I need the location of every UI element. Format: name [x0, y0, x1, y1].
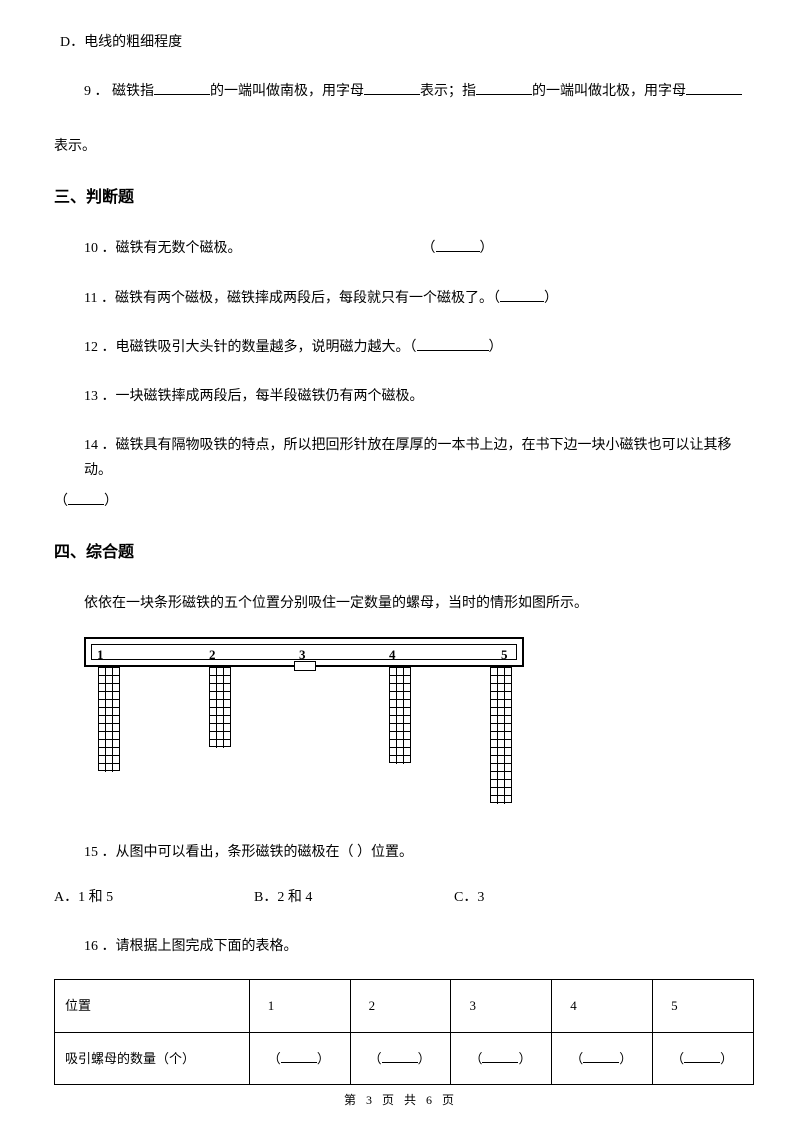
table-cell: 2 — [350, 980, 451, 1032]
q9-text-3: 表示；指 — [420, 84, 476, 99]
table-row: 位置 1 2 3 4 5 — [55, 980, 754, 1032]
page-footer: 第3页共6页 — [0, 1090, 800, 1112]
label-3: 3 — [299, 643, 306, 666]
section-3-title: 三、判断题 — [54, 184, 750, 213]
footer-text: 页 — [382, 1093, 396, 1107]
blank[interactable] — [436, 238, 480, 252]
label-1: 1 — [97, 643, 104, 666]
footer-text: 第 — [344, 1093, 358, 1107]
header-count: 吸引螺母的数量（个） — [55, 1032, 250, 1084]
nut-column-4 — [389, 667, 411, 763]
blank[interactable] — [364, 81, 420, 95]
nut-column-1 — [98, 667, 120, 771]
label-2: 2 — [209, 643, 216, 666]
q11-end: ） — [544, 291, 558, 306]
q9-cont: 表示。 — [54, 134, 750, 159]
blank[interactable] — [482, 1049, 518, 1063]
blank[interactable] — [154, 81, 210, 95]
blank[interactable] — [583, 1049, 619, 1063]
table-cell[interactable]: （） — [552, 1032, 653, 1084]
question-16: 16 ．请根据上图完成下面的表格。 — [84, 934, 750, 959]
blank[interactable] — [686, 81, 742, 95]
q9-text-4: 的一端叫做北极，用字母 — [532, 84, 686, 99]
q10-text: 10 ．磁铁有无数个磁极。 — [84, 241, 242, 256]
nut-column-5 — [490, 667, 512, 803]
header-position: 位置 — [55, 980, 250, 1032]
table-cell: 3 — [451, 980, 552, 1032]
blank[interactable] — [684, 1049, 720, 1063]
question-14: 14 ．磁铁具有隔物吸铁的特点，所以把回形针放在厚厚的一本书上边，在书下边一块小… — [84, 433, 750, 483]
table-cell[interactable]: （） — [249, 1032, 350, 1084]
q12-text: 12 ．电磁铁吸引大头针的数量越多，说明磁力越大。（ — [84, 340, 417, 355]
q9-text-1: 9 ． 磁铁指 — [84, 84, 154, 99]
blank[interactable] — [281, 1049, 317, 1063]
blank[interactable] — [476, 81, 532, 95]
option-b[interactable]: B．2 和 4 — [254, 885, 454, 910]
section-4-title: 四、综合题 — [54, 539, 750, 568]
table-cell[interactable]: （） — [350, 1032, 451, 1084]
option-a[interactable]: A．1 和 5 — [54, 885, 254, 910]
q9-text-2: 的一端叫做南极，用字母 — [210, 84, 364, 99]
question-12: 12 ．电磁铁吸引大头针的数量越多，说明磁力越大。（ ） — [84, 335, 750, 360]
q14-paren: （） — [54, 489, 750, 514]
blank[interactable] — [68, 491, 104, 505]
table-cell: 4 — [552, 980, 653, 1032]
footer-text: 共 — [404, 1093, 418, 1107]
paren-right: ） — [104, 494, 118, 509]
comprehensive-intro: 依依在一块条形磁铁的五个位置分别吸住一定数量的螺母，当时的情形如图所示。 — [84, 591, 750, 616]
table-cell: 1 — [249, 980, 350, 1032]
q13-text: 13 ．一块磁铁摔成两段后，每半段磁铁仍有两个磁极。 — [84, 389, 424, 404]
q14-text: 14 ．磁铁具有隔物吸铁的特点，所以把回形针放在厚厚的一本书上边，在书下边一块小… — [84, 438, 732, 478]
blank[interactable] — [382, 1049, 418, 1063]
answer-table: 位置 1 2 3 4 5 吸引螺母的数量（个） （） （） （） （） （） — [54, 979, 754, 1085]
table-cell[interactable]: （） — [451, 1032, 552, 1084]
q15-options: A．1 和 5 B．2 和 4 C．3 — [54, 885, 750, 910]
label-4: 4 — [389, 643, 396, 666]
question-11: 11 ．磁铁有两个磁极，磁铁摔成两段后，每段就只有一个磁极了。（ ） — [84, 286, 750, 311]
blank[interactable] — [417, 337, 489, 351]
question-13: 13 ．一块磁铁摔成两段后，每半段磁铁仍有两个磁极。 — [84, 384, 750, 409]
option-d: D．电线的粗细程度 — [60, 30, 750, 55]
label-5: 5 — [501, 643, 508, 666]
paren-left: （ — [54, 494, 68, 509]
q12-end: ） — [489, 340, 503, 355]
table-row: 吸引螺母的数量（个） （） （） （） （） （） — [55, 1032, 754, 1084]
question-15: 15 ．从图中可以看出，条形磁铁的磁极在（ ）位置。 — [84, 840, 750, 865]
footer-text: 页 — [442, 1093, 456, 1107]
blank[interactable] — [500, 288, 544, 302]
nut-column-2 — [209, 667, 231, 747]
magnet-diagram: 1 2 3 4 5 — [84, 637, 750, 812]
table-cell[interactable]: （） — [653, 1032, 754, 1084]
option-c[interactable]: C．3 — [454, 885, 554, 910]
footer-page-current: 3 — [366, 1093, 374, 1107]
question-9: 9 ． 磁铁指 的一端叫做南极，用字母 表示；指 的一端叫做北极，用字母 — [84, 79, 750, 104]
footer-page-total: 6 — [426, 1093, 434, 1107]
table-cell: 5 — [653, 980, 754, 1032]
question-10: 10 ．磁铁有无数个磁极。（） — [84, 236, 750, 261]
q11-text: 11 ．磁铁有两个磁极，磁铁摔成两段后，每段就只有一个磁极了。（ — [84, 291, 500, 306]
